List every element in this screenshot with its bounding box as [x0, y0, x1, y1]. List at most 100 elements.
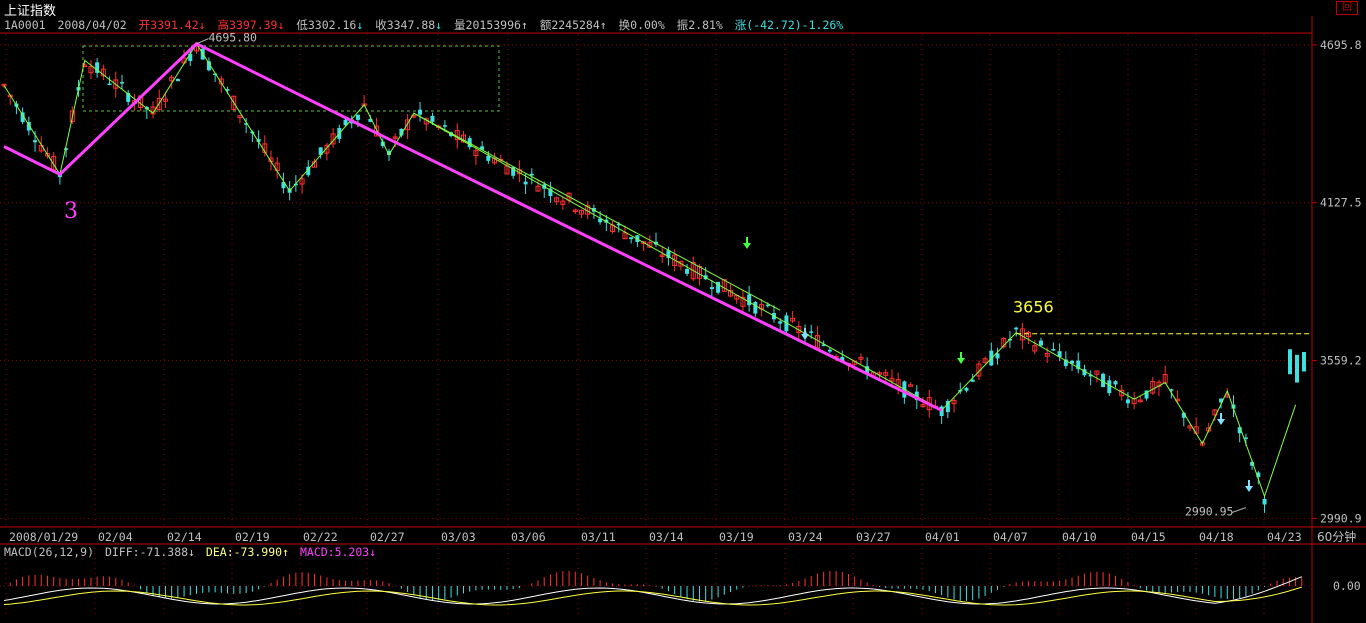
candle [237, 115, 243, 124]
candle [1125, 391, 1130, 409]
date-tick-label: 03/06 [511, 530, 546, 544]
candle [26, 116, 31, 136]
candle-body [355, 114, 360, 120]
candle [560, 196, 566, 210]
candle [511, 166, 516, 179]
candle [126, 89, 131, 106]
candle-body [1302, 352, 1306, 372]
consolidation-box [82, 45, 500, 112]
candle-body [511, 167, 516, 176]
candle-body [256, 139, 261, 142]
candle-body [1032, 345, 1038, 352]
candle [858, 353, 864, 365]
candle-body [380, 141, 385, 147]
date-tick-label: 04/10 [1062, 530, 1097, 544]
candle-body [442, 125, 447, 127]
candle [796, 321, 802, 341]
candle-body [1113, 381, 1118, 385]
candle [1057, 343, 1062, 362]
candle [747, 285, 752, 312]
candle [244, 117, 249, 134]
candle-body [529, 173, 534, 176]
candle [740, 290, 746, 314]
candle-body [1181, 412, 1186, 418]
candle-body [995, 353, 1000, 359]
candle-body [858, 356, 864, 360]
stock-code: 1A0001 [4, 18, 46, 32]
candle-body [324, 144, 330, 154]
date-tick-label: 03/24 [788, 530, 823, 544]
candle-body [740, 296, 746, 307]
date-tick-label: 02/04 [98, 530, 133, 544]
candle [716, 281, 721, 295]
candle [324, 142, 330, 161]
candle-body [418, 109, 423, 115]
candle-body [188, 53, 193, 62]
candle [119, 74, 124, 90]
close-icon[interactable]: 回 [1336, 1, 1358, 15]
signal-arrow-icon [743, 237, 751, 249]
window-title: 上证指数 [4, 4, 57, 19]
candle-body [716, 281, 721, 293]
candle [175, 78, 180, 82]
candle-body [175, 79, 180, 82]
candle [1026, 330, 1032, 344]
candle-body [1094, 370, 1100, 375]
candle [268, 150, 274, 171]
candle-body [1250, 461, 1255, 466]
candle-body [244, 123, 249, 125]
candle-body [1057, 351, 1062, 358]
candle-body [598, 218, 603, 223]
candle-body [945, 401, 950, 413]
candle-body [162, 98, 168, 102]
candle-body [629, 237, 634, 240]
candle-body [1169, 389, 1174, 391]
candle [827, 347, 832, 354]
date-tick-label: 2008/01/29 [9, 530, 78, 544]
candle [162, 92, 168, 109]
candle [908, 382, 914, 387]
candle-body [1237, 427, 1242, 434]
candle-body [126, 93, 131, 102]
candle [1032, 340, 1038, 355]
candle-body [480, 146, 485, 150]
candle-body [709, 287, 714, 290]
candle-body [33, 140, 38, 143]
candle-body [1137, 399, 1143, 403]
candle-body [778, 321, 783, 324]
date-tick-label: 03/14 [649, 530, 684, 544]
candle [1070, 359, 1075, 372]
candle [299, 174, 305, 194]
candle [548, 181, 553, 203]
quote-info-bar: 1A0001 2008/04/02 开3391.42↓ 高3397.39↓ 低3… [4, 17, 848, 33]
price-tick-label: 4127.5 [1320, 196, 1362, 210]
date-tick-label: 02/19 [235, 530, 270, 544]
candle [690, 256, 696, 282]
candle-body [1107, 380, 1112, 394]
candle-body [1144, 390, 1149, 399]
candle-body [840, 357, 845, 361]
candle-body [1150, 381, 1156, 394]
candle-body [1044, 353, 1050, 357]
high-price: 高3397.39↓ [217, 18, 285, 32]
macd-diff-line [3, 576, 1302, 605]
candle [535, 180, 541, 192]
candle [659, 246, 665, 264]
candle-body [659, 254, 665, 257]
candle-body [728, 289, 734, 297]
candle-body [1219, 398, 1224, 403]
macd-params: MACD(26,12,9) [4, 545, 95, 559]
signal-arrow-icon [801, 328, 809, 340]
candle-body [554, 197, 560, 203]
candle-body [1243, 437, 1248, 439]
candle-body [964, 387, 969, 391]
candle [523, 173, 528, 195]
candle-body [535, 185, 541, 192]
peak-pointer [196, 38, 209, 45]
candle-body [790, 317, 796, 322]
candle-body [293, 183, 298, 186]
candle-body [1051, 349, 1056, 351]
candle-body [548, 188, 553, 197]
channel-line [413, 112, 781, 311]
